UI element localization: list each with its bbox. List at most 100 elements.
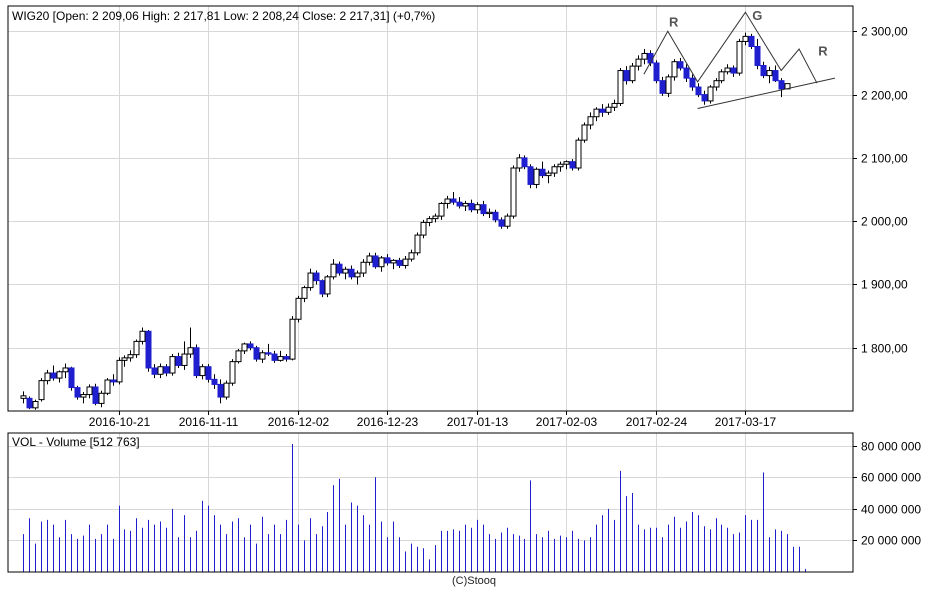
volume-tick-label: 60 000 000 — [861, 471, 921, 485]
candle-body — [301, 287, 308, 299]
candle-body — [139, 330, 146, 342]
volume-tick-label: 20 000 000 — [861, 534, 921, 548]
candle-body — [366, 255, 373, 263]
candle-body — [510, 167, 517, 217]
candle-body — [569, 161, 576, 169]
candle-body — [414, 234, 421, 254]
candle-body — [348, 268, 355, 278]
candle-body — [271, 353, 278, 361]
candle-body — [253, 347, 260, 360]
candle-body — [575, 139, 582, 169]
candle-body — [104, 379, 111, 394]
price-pattern-lines: R G R — [643, 8, 836, 110]
candle-body — [277, 356, 284, 361]
candle-body — [211, 378, 218, 385]
candle-body — [402, 258, 409, 266]
candle-body — [623, 70, 630, 82]
candle-body — [593, 108, 600, 118]
candle-body — [127, 354, 134, 359]
candle-body — [545, 172, 552, 177]
candle-body — [313, 272, 320, 282]
candle-body — [713, 80, 720, 88]
candle-body — [74, 387, 81, 398]
candle-body — [492, 211, 499, 221]
pattern-label: R — [669, 14, 679, 29]
candle-body — [736, 40, 743, 74]
neckline — [697, 77, 836, 110]
price-candles — [20, 32, 791, 410]
candle-body — [659, 80, 666, 94]
candle-body — [169, 356, 176, 374]
candle-body — [605, 106, 612, 113]
candle-body — [617, 70, 624, 104]
x-tick-label: 2017-02-24 — [626, 415, 688, 429]
candle-body — [68, 367, 75, 389]
candle-body — [772, 70, 779, 82]
volume-y-axis: 20 000 000 40 000 000 60 000 000 80 000 000 — [853, 440, 921, 548]
price-tick-label: 2 300,00 — [861, 25, 908, 39]
candle-body — [396, 259, 403, 266]
candle-body — [629, 65, 636, 82]
candle-body — [468, 202, 475, 211]
candle-body — [384, 257, 391, 264]
volume-tick-label: 40 000 000 — [861, 503, 921, 517]
candle-body — [110, 379, 117, 383]
candle-body — [229, 361, 236, 384]
candle-body — [778, 80, 785, 90]
pattern-label: G — [752, 8, 762, 23]
candle-body — [707, 86, 714, 102]
candle-body — [563, 161, 570, 165]
candle-body — [199, 366, 206, 377]
candle-body — [217, 383, 224, 398]
candle-body — [462, 202, 469, 207]
candle-body — [247, 343, 254, 349]
candle-body — [551, 166, 558, 174]
candle-body — [157, 366, 164, 375]
candle-body — [438, 202, 445, 217]
candle-body — [360, 261, 367, 274]
candle-body — [116, 359, 123, 383]
x-tick-label: 2017-03-17 — [715, 415, 777, 429]
price-tick-label: 2 000,00 — [861, 215, 908, 229]
candle-body — [766, 70, 773, 77]
candle-body — [587, 116, 594, 126]
price-panel-frame — [7, 5, 854, 412]
x-tick-label: 2016-11-11 — [179, 415, 239, 429]
candle-body — [724, 67, 731, 73]
candle-body — [283, 356, 290, 360]
price-tick-label: 2 100,00 — [861, 152, 908, 166]
candle-body — [26, 397, 33, 409]
candle-body — [474, 204, 481, 211]
candle-body — [330, 263, 337, 278]
candle-body — [677, 61, 684, 69]
candle-body — [689, 77, 696, 88]
candle-body — [426, 218, 433, 223]
candle-body — [80, 394, 87, 398]
candle-body — [50, 372, 57, 379]
candle-body — [372, 255, 379, 268]
candle-body — [521, 157, 528, 168]
candle-body — [44, 372, 51, 382]
candle-body — [480, 204, 487, 215]
candle-body — [527, 166, 534, 185]
candle-body — [742, 35, 749, 42]
candle-body — [718, 71, 725, 82]
candle-body — [259, 352, 266, 360]
candle-body — [241, 343, 248, 352]
candle-body — [324, 276, 331, 295]
candle-body — [444, 198, 451, 204]
candle-body — [539, 168, 546, 177]
candle-body — [498, 219, 505, 227]
candle-body — [38, 380, 45, 401]
price-grid — [8, 6, 853, 411]
candle-body — [295, 297, 302, 320]
candle-body — [581, 124, 588, 141]
candle-body — [450, 198, 457, 203]
x-tick-label: 2016-12-23 — [357, 415, 419, 429]
candle-body — [235, 350, 242, 363]
candle-body — [504, 215, 511, 227]
candle-body — [760, 64, 767, 77]
candle-body — [98, 392, 105, 404]
candle-body — [408, 252, 415, 260]
candle-body — [599, 108, 606, 113]
